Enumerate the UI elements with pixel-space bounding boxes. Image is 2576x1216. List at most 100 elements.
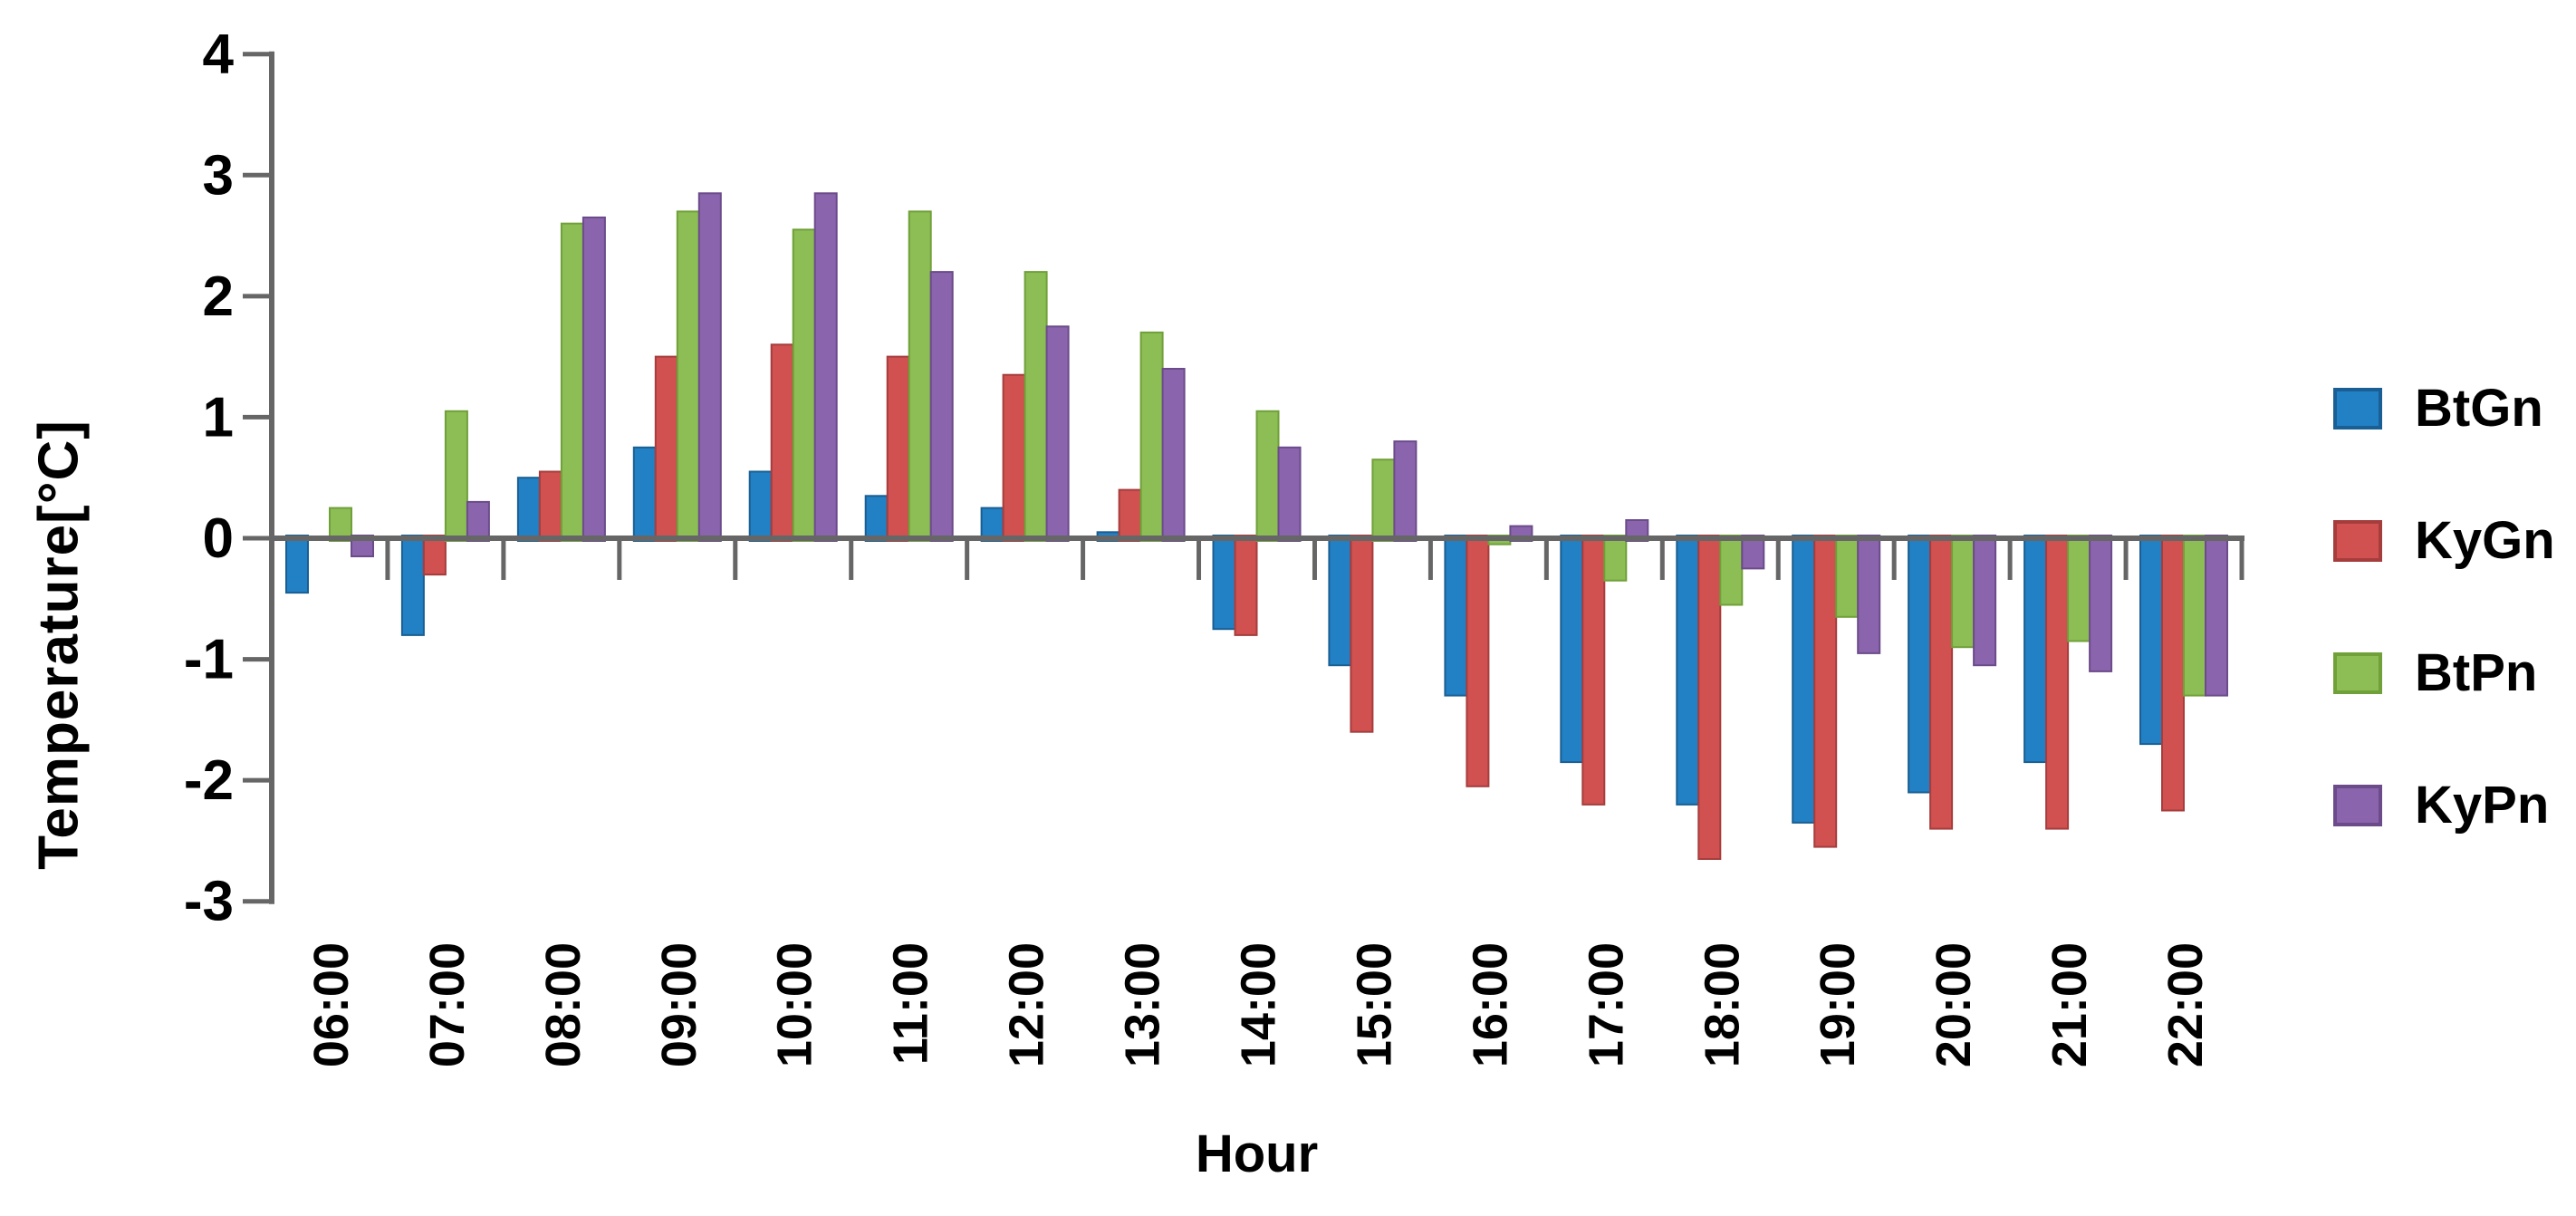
bar-btgn-08:00 (516, 477, 541, 543)
svg-text:15:00: 15:00 (1347, 942, 1401, 1067)
kygn-swatch-icon (2333, 520, 2382, 562)
bars (285, 192, 2228, 860)
bar-kypn-20:00 (1973, 535, 1997, 667)
bar-kypn-22:00 (2205, 535, 2228, 697)
bar-btgn-19:00 (1792, 535, 1816, 824)
y-axis-labels: 4 3 2 1 0 -1 -2 -3 (184, 24, 235, 933)
svg-text:0: 0 (203, 507, 234, 570)
bar-btpn-07:00 (444, 410, 468, 542)
bar-kypn-21:00 (2089, 535, 2113, 672)
bar-btgn-06:00 (285, 535, 309, 594)
bar-btpn-08:00 (560, 222, 584, 542)
svg-text:12:00: 12:00 (1000, 942, 1054, 1067)
bar-kygn-15:00 (1350, 535, 1374, 733)
svg-text:11:00: 11:00 (884, 942, 938, 1065)
bar-btpn-15:00 (1371, 458, 1396, 543)
bar-kygn-12:00 (1002, 373, 1026, 543)
bar-btgn-17:00 (1560, 535, 1584, 764)
legend-label-btgn: BtGn (2415, 379, 2543, 438)
bar-btpn-19:00 (1835, 535, 1860, 618)
bar-btpn-09:00 (676, 210, 700, 542)
svg-text:22:00: 22:00 (2158, 942, 2213, 1067)
btgn-swatch-icon (2333, 388, 2382, 429)
bar-kygn-09:00 (654, 355, 678, 542)
bar-kypn-14:00 (1277, 446, 1302, 542)
axes (243, 51, 2244, 904)
bar-btpn-18:00 (1719, 535, 1744, 606)
svg-text:2: 2 (203, 265, 234, 328)
bar-kypn-07:00 (466, 500, 490, 543)
bar-btgn-09:00 (632, 446, 657, 542)
bar-kygn-16:00 (1466, 535, 1490, 787)
bar-kypn-13:00 (1161, 368, 1186, 542)
bar-btgn-22:00 (2139, 535, 2163, 746)
bar-kypn-19:00 (1857, 535, 1881, 654)
bar-kygn-21:00 (2045, 535, 2070, 830)
svg-text:-1: -1 (184, 629, 234, 691)
bar-btgn-14:00 (1212, 535, 1236, 631)
btpn-swatch-icon (2333, 652, 2382, 694)
svg-text:07:00: 07:00 (420, 942, 475, 1067)
svg-text:1: 1 (203, 386, 234, 449)
svg-text:21:00: 21:00 (2043, 942, 2097, 1067)
legend-label-kypn: KyPn (2415, 776, 2550, 835)
bar-btgn-10:00 (748, 470, 773, 542)
bar-kygn-07:00 (422, 535, 447, 576)
x-axis-title: Hour (1195, 1124, 1319, 1183)
svg-text:17:00: 17:00 (1579, 942, 1633, 1067)
bar-btgn-07:00 (400, 535, 425, 636)
legend-item-btgn: BtGn (2333, 382, 2555, 435)
svg-text:08:00: 08:00 (536, 942, 591, 1067)
bar-kypn-08:00 (582, 217, 606, 542)
legend-label-btpn: BtPn (2415, 643, 2538, 702)
bar-kypn-12:00 (1045, 325, 1070, 542)
legend-item-btpn: BtPn (2333, 647, 2555, 700)
legend-item-kygn: KyGn (2333, 515, 2555, 567)
bar-kygn-19:00 (1813, 535, 1838, 848)
bar-btpn-17:00 (1603, 535, 1628, 582)
bar-kygn-18:00 (1697, 535, 1722, 860)
svg-text:06:00: 06:00 (304, 942, 359, 1067)
bar-kygn-20:00 (1929, 535, 1954, 830)
bar-kypn-11:00 (929, 271, 954, 542)
bar-btpn-13:00 (1139, 331, 1164, 542)
bar-btgn-11:00 (864, 495, 889, 542)
y-axis-title: Temperature[°C] (27, 420, 91, 870)
bar-btgn-18:00 (1676, 535, 1700, 806)
bar-kypn-09:00 (697, 192, 722, 543)
bar-btgn-15:00 (1328, 535, 1352, 667)
svg-text:-3: -3 (184, 871, 234, 933)
bar-btpn-22:00 (2183, 535, 2206, 697)
svg-text:19:00: 19:00 (1811, 942, 1865, 1067)
bar-btpn-11:00 (908, 210, 932, 542)
bar-kygn-10:00 (770, 343, 794, 542)
svg-text:20:00: 20:00 (1927, 942, 1981, 1067)
svg-text:09:00: 09:00 (652, 942, 706, 1067)
svg-text:13:00: 13:00 (1116, 942, 1170, 1067)
bar-btpn-21:00 (2067, 535, 2091, 642)
bar-btgn-21:00 (2023, 535, 2048, 764)
bar-btpn-12:00 (1024, 271, 1048, 542)
svg-text:16:00: 16:00 (1463, 942, 1517, 1067)
bar-kypn-15:00 (1393, 440, 1418, 543)
legend: BtGn KyGn BtPn KyPn (2333, 382, 2555, 832)
svg-text:18:00: 18:00 (1695, 942, 1749, 1067)
svg-text:-2: -2 (184, 749, 234, 812)
bar-kygn-14:00 (1234, 535, 1258, 636)
bar-kygn-08:00 (538, 470, 562, 542)
bar-kygn-22:00 (2161, 535, 2185, 812)
svg-text:4: 4 (203, 24, 235, 86)
bar-kygn-17:00 (1581, 535, 1606, 806)
svg-text:14:00: 14:00 (1232, 942, 1286, 1067)
bar-btpn-14:00 (1255, 410, 1280, 542)
bar-kygn-13:00 (1118, 488, 1142, 542)
svg-text:10:00: 10:00 (768, 942, 822, 1067)
bar-btgn-16:00 (1444, 535, 1468, 697)
kypn-swatch-icon (2333, 785, 2382, 826)
legend-item-kypn: KyPn (2333, 779, 2555, 832)
x-axis-labels: 06:00 07:00 08:00 09:00 10:00 11:00 12:00 13:00… (304, 942, 2213, 1067)
bar-btpn-10:00 (792, 228, 816, 542)
bar-kygn-11:00 (886, 355, 910, 542)
